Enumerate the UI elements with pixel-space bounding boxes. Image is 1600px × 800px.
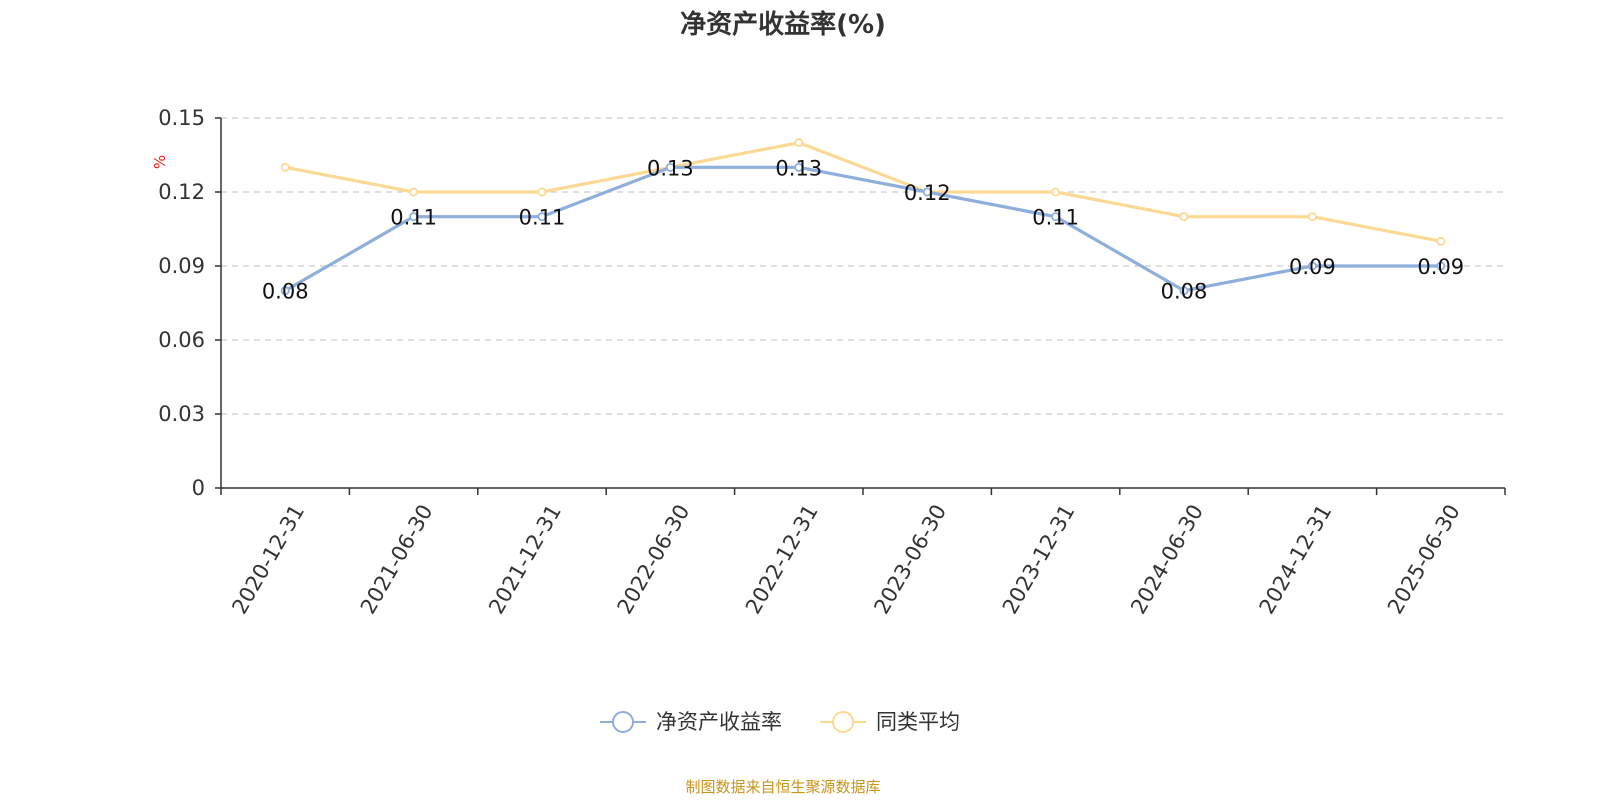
x-tick-label: 2024-06-30 [1126, 500, 1208, 618]
x-tick-label: 2022-12-31 [741, 500, 823, 618]
x-tick-label: 2023-06-30 [869, 500, 951, 618]
series-1-point [409, 212, 419, 222]
data-label: 0.11 [1032, 206, 1079, 230]
legend-label: 同类平均 [876, 710, 960, 734]
series-1-point [794, 162, 804, 172]
data-label: 0.11 [519, 206, 566, 230]
data-label: 0.09 [1289, 255, 1336, 279]
series [280, 138, 1446, 296]
x-tick-label: 2021-12-31 [484, 500, 566, 618]
data-labels: 0.08 0.11 0.11 0.13 0.13 0.12 0.11 0.08 0.09 0.09 [262, 156, 1464, 303]
legend-item-1[interactable]: 净资产收益率 [600, 710, 782, 734]
data-label: 0.08 [262, 280, 309, 304]
x-tick-label: 2020-12-31 [227, 500, 309, 618]
legend-swatch-marker [832, 711, 854, 733]
data-label: 0.13 [775, 156, 822, 180]
series-2-point [1179, 212, 1189, 222]
y-tick-label: 0 [192, 476, 205, 500]
y-tick-label: 0.12 [158, 180, 205, 204]
series-line-2 [284, 141, 1442, 243]
x-tick-label: 2022-06-30 [613, 500, 695, 618]
series-2-point [1051, 187, 1061, 197]
series-1-point [280, 286, 290, 296]
series-line-1 [284, 165, 1441, 293]
y-tick-label: 0.15 [158, 106, 205, 130]
series-1-point [922, 187, 932, 197]
data-label: 0.11 [390, 206, 437, 230]
series-2-point [794, 138, 804, 148]
series-1-point [1179, 286, 1189, 296]
x-tick-label: 2021-06-30 [356, 500, 438, 618]
series-2-point [1436, 236, 1446, 246]
series-2-point [409, 187, 419, 197]
data-label: 0.08 [1161, 280, 1208, 304]
x-tick-label: 2024-12-31 [1255, 500, 1337, 618]
x-tick-label: 2025-06-30 [1383, 500, 1465, 618]
series-2-point [280, 162, 290, 172]
legend-swatch-marker [612, 711, 634, 733]
series-2-point [1307, 212, 1317, 222]
series-2-point [537, 187, 547, 197]
x-tick-label: 2023-12-31 [998, 500, 1080, 618]
data-source-note: 制图数据来自恒生聚源数据库 [685, 778, 880, 796]
data-label: 0.13 [647, 156, 694, 180]
y-tick-label: 0.09 [158, 254, 205, 278]
y-axis-unit: % [151, 155, 169, 169]
series-1-point [1436, 261, 1446, 271]
y-tick-label: 0.06 [158, 328, 205, 352]
data-label: 0.12 [904, 181, 951, 205]
series-1-point [1051, 212, 1061, 222]
data-label: 0.09 [1417, 255, 1464, 279]
legend-item-2[interactable]: 同类平均 [820, 710, 960, 734]
legend[interactable]: 净资产收益率 同类平均 [600, 710, 960, 734]
y-tick-label: 0.03 [158, 402, 205, 426]
series-1-point [1307, 261, 1317, 271]
legend-label: 净资产收益率 [656, 710, 782, 734]
series-1-point [665, 162, 675, 172]
series-1-point [537, 212, 547, 222]
chart-title: 净资产收益率(%) [680, 9, 886, 40]
